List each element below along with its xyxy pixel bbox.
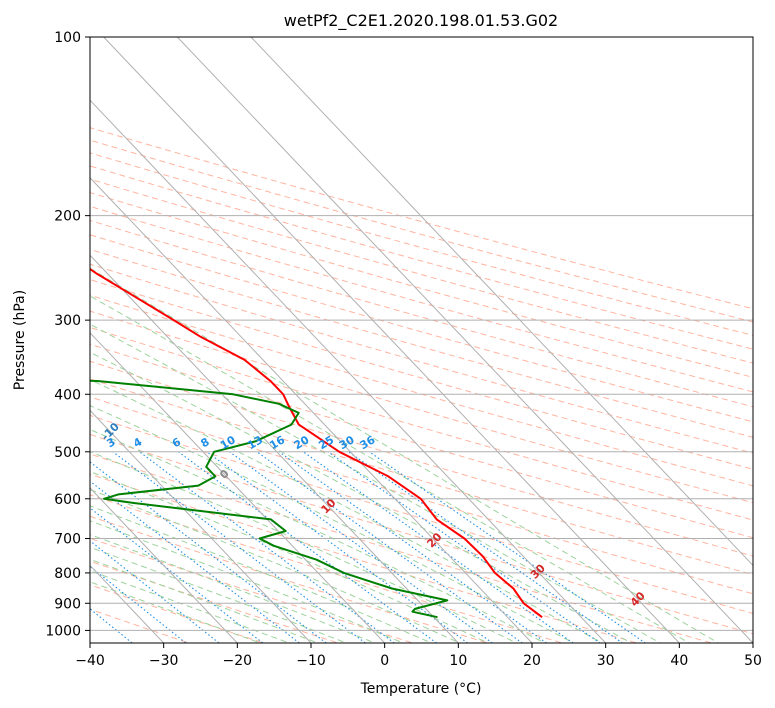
moist-adiabat-line <box>90 489 461 643</box>
isotherm-line <box>90 254 460 643</box>
chart-title: wetPf2_C2E1.2020.198.01.53.G02 <box>284 11 558 31</box>
y-axis: 100 200 300 400 500 600 700 800 900 1000 <box>45 30 90 639</box>
isotherm-grid <box>90 37 753 643</box>
mixing-ratio-line <box>327 451 601 643</box>
y-tick-label: 100 <box>54 30 81 46</box>
mixing-ratio-lines <box>90 451 647 643</box>
isotherm-line <box>176 37 753 643</box>
y-tick-label: 500 <box>54 445 81 461</box>
y-tick-label: 900 <box>54 596 81 612</box>
dry-adiabat-line <box>90 343 753 539</box>
dry-adiabat-line <box>90 263 753 454</box>
plot-area: 0.10.20.40.611.52346810131620253036-100-… <box>90 37 753 643</box>
x-tick-label: 40 <box>670 653 688 669</box>
dry-adiabat-line <box>90 360 753 557</box>
dry-adiabat-line <box>90 205 753 393</box>
isotherm-line <box>90 99 607 643</box>
temperature-profile-line <box>90 267 543 618</box>
x-tick-label: −40 <box>75 653 105 669</box>
y-axis-label: Pressure (hPa) <box>12 290 28 390</box>
mixing-ratio-line <box>229 451 494 643</box>
dry-adiabat-line <box>90 192 753 378</box>
y-tick-label: 700 <box>54 532 81 548</box>
y-tick-label: 400 <box>54 387 81 403</box>
mixing-ratio-line <box>139 451 396 643</box>
dewpoint-profile-line <box>90 379 449 619</box>
dry-adiabat-line <box>90 139 753 323</box>
x-tick-label: 0 <box>380 653 389 669</box>
y-tick-label: 800 <box>54 566 81 582</box>
y-tick-label: 200 <box>54 209 81 225</box>
y-tick-label: 1000 <box>45 623 81 639</box>
moist-adiabat-line <box>90 505 433 643</box>
dry-adiabat-line <box>90 165 753 350</box>
dry-adiabat-line <box>90 234 753 423</box>
isotherm-line <box>250 37 753 567</box>
mixing-ratio-line <box>112 451 367 643</box>
x-tick-label: 50 <box>744 653 762 669</box>
moist-adiabat-line <box>90 470 490 643</box>
isotherm-line <box>90 409 312 643</box>
isotherm-line <box>90 487 239 643</box>
dry-adiabat-line <box>90 219 753 408</box>
dry-adiabat-line <box>90 326 753 521</box>
profile-series <box>90 267 543 619</box>
isotherm-line <box>90 332 386 643</box>
mixing-ratio-line <box>278 451 548 643</box>
y-tick-label: 300 <box>54 313 81 329</box>
mixing-ratio-line <box>90 480 301 643</box>
x-tick-label: −30 <box>149 653 179 669</box>
moist-adiabat-line <box>90 351 633 643</box>
mixing-ratio-line <box>348 451 624 643</box>
x-tick-label: −10 <box>296 653 326 669</box>
x-tick-label: 10 <box>449 653 467 669</box>
isotherm-line <box>90 177 533 643</box>
x-tick-label: −20 <box>223 653 253 669</box>
line-labels: 0.10.20.40.611.52346810131620253036-100-… <box>99 420 648 609</box>
dry-adiabat-line <box>90 378 753 576</box>
mixing-ratio-line <box>368 451 647 643</box>
x-axis: −40 −30 −20 −10 0 10 20 30 40 50 <box>75 643 762 669</box>
isotherm-line <box>102 37 681 643</box>
mixing-ratio-line <box>90 461 328 643</box>
moist-adiabat-line <box>90 451 518 643</box>
x-axis-label: Temperature (°C) <box>360 681 482 697</box>
x-tick-label: 20 <box>523 653 541 669</box>
mixing-ratio-line <box>90 507 264 643</box>
x-tick-label: 30 <box>597 653 615 669</box>
plot-frame <box>89 36 754 644</box>
mixing-ratio-line <box>206 451 469 643</box>
y-tick-label: 600 <box>54 492 81 508</box>
